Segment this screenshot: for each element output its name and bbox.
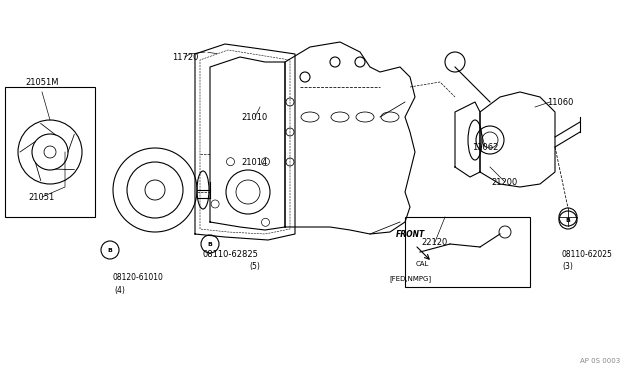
Text: (5): (5) xyxy=(250,263,260,272)
Text: B: B xyxy=(207,241,212,247)
Text: CAL: CAL xyxy=(415,261,429,267)
Text: 21010: 21010 xyxy=(242,112,268,122)
Text: 21051: 21051 xyxy=(29,192,55,202)
Text: 22120: 22120 xyxy=(422,237,448,247)
Text: FRONT: FRONT xyxy=(396,230,424,239)
Text: 08110-62025: 08110-62025 xyxy=(562,250,613,259)
Text: AP 0S 0003: AP 0S 0003 xyxy=(580,358,620,364)
Text: 11062: 11062 xyxy=(472,142,498,151)
Text: B: B xyxy=(108,247,113,253)
Bar xyxy=(5,87,95,217)
Text: 08110-62825: 08110-62825 xyxy=(202,250,258,259)
Text: B: B xyxy=(566,218,570,222)
Text: 11060: 11060 xyxy=(547,97,573,106)
Text: (3): (3) xyxy=(563,263,573,272)
Text: [FED,NMPG]: [FED,NMPG] xyxy=(389,276,431,282)
Text: 21051M: 21051M xyxy=(25,77,59,87)
Text: 21014: 21014 xyxy=(242,157,268,167)
Bar xyxy=(405,217,530,287)
Text: 11720: 11720 xyxy=(172,52,198,61)
Text: 08120-61010: 08120-61010 xyxy=(112,273,163,282)
Text: 21200: 21200 xyxy=(492,177,518,186)
Text: (4): (4) xyxy=(115,285,125,295)
